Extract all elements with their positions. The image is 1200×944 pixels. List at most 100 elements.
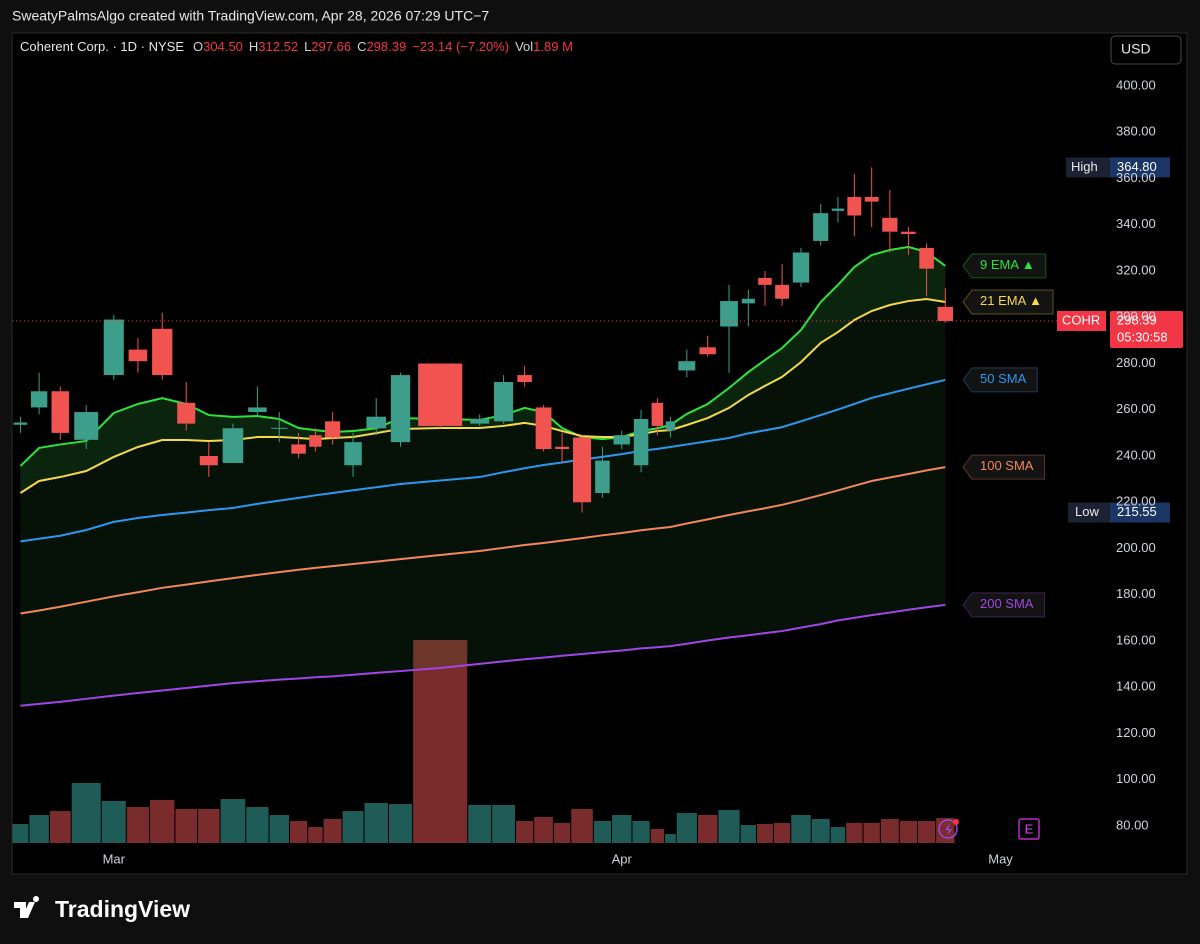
ma-tag: 200 SMA — [962, 592, 1045, 618]
ma-name: 9 EMA — [980, 257, 1019, 272]
candle-body — [152, 328, 173, 376]
ma-tag-label: 200 SMA — [980, 596, 1034, 611]
volume-bar — [571, 808, 593, 843]
ma-marker: ▲ — [1029, 293, 1042, 308]
volume-bar — [289, 820, 308, 843]
countdown: 05:30:58 — [1117, 329, 1168, 344]
y-tick-label: 340.00 — [1116, 216, 1156, 231]
currency-button[interactable] — [1110, 35, 1182, 65]
candle-body — [699, 347, 716, 355]
lightning — [945, 823, 952, 836]
chart-panel — [11, 32, 1188, 875]
alert-dot — [953, 819, 959, 825]
candle-body — [494, 382, 514, 422]
volume-bar — [12, 823, 29, 843]
ma-tag-bg — [962, 253, 1047, 279]
volume-bar — [773, 822, 791, 843]
high-tag-key — [1066, 157, 1110, 178]
candle-body — [128, 349, 148, 362]
y-tick-label: 380.00 — [1116, 124, 1156, 139]
volume-bar — [246, 806, 269, 843]
volume-bar — [323, 818, 342, 843]
volume-bar — [150, 799, 175, 843]
candle-body — [919, 247, 934, 269]
candle-body — [720, 301, 738, 327]
volume-bar — [175, 808, 198, 843]
candle-body — [309, 435, 322, 447]
candle-body — [103, 319, 124, 376]
candle-body — [199, 456, 218, 466]
legend-key: L — [304, 39, 311, 54]
earnings-icon[interactable] — [1018, 818, 1040, 840]
ma-line — [20, 466, 946, 615]
legend-value: 312.52 — [258, 39, 298, 54]
ma-tag: 21 EMA ▲ — [962, 289, 1054, 315]
logo: TradingView — [14, 896, 190, 922]
x-tick-label: Mar — [103, 851, 126, 866]
ma-tag-label: 9 EMA ▲ — [980, 257, 1035, 272]
y-tick-label: 180.00 — [1116, 586, 1156, 601]
candle-body — [222, 428, 244, 463]
candle-body — [291, 444, 306, 454]
candle-body — [271, 427, 288, 429]
candle-body — [51, 391, 70, 433]
volume-bar — [49, 811, 71, 843]
candle-body — [831, 208, 845, 211]
logo-icon — [14, 896, 40, 918]
symbol-tag — [1057, 310, 1106, 331]
candle-body — [758, 277, 772, 285]
volume-bar — [101, 801, 126, 843]
price-tag — [1110, 310, 1183, 348]
ema-fill — [20, 246, 946, 493]
y-tick-label: 260.00 — [1116, 401, 1156, 416]
y-tick-label: 140.00 — [1116, 679, 1156, 694]
candle-body — [595, 460, 610, 493]
candle-body — [344, 442, 362, 466]
legend-key: Vol — [515, 39, 533, 54]
ma-tag: 50 SMA — [962, 367, 1038, 393]
volume-bar — [468, 804, 492, 843]
x-tick-label: Apr — [612, 851, 633, 866]
ma-tag-label: 100 SMA — [980, 459, 1034, 474]
candle-body — [470, 419, 490, 424]
legend-value: 297.66 — [311, 39, 351, 54]
legend-value: 1.89 M — [533, 39, 573, 54]
y-tick-label: 120.00 — [1116, 725, 1156, 740]
legend-value: 304.50 — [203, 39, 243, 54]
volume-bar — [718, 810, 740, 843]
low-value: 215.55 — [1117, 504, 1157, 519]
low-key: Low — [1075, 504, 1099, 519]
candle-body — [30, 391, 48, 408]
ma-marker: ▲ — [1022, 257, 1035, 272]
volume-bar — [757, 823, 773, 843]
high-tag — [1110, 157, 1170, 178]
volume-bar — [71, 782, 101, 843]
volume-bar — [364, 803, 388, 843]
ma-name: 21 EMA — [980, 293, 1027, 308]
y-tick-label: 360.00 — [1116, 170, 1156, 185]
volume-bar — [126, 806, 150, 843]
volume-bar — [515, 820, 534, 843]
candle-body — [678, 361, 696, 371]
candle-body — [813, 213, 829, 241]
volume-bar — [342, 811, 364, 843]
candle-body — [248, 407, 267, 413]
brand: TradingView — [55, 896, 190, 922]
volume-bar — [534, 816, 553, 843]
candle-body — [613, 435, 630, 445]
y-tick-label: 160.00 — [1116, 632, 1156, 647]
ma-tag-label: 50 SMA — [980, 371, 1027, 386]
y-tick-label: 80.00 — [1116, 817, 1149, 832]
y-tick-label: 400.00 — [1116, 77, 1156, 92]
volume-bar — [846, 822, 863, 843]
volume-bar — [593, 820, 612, 843]
price-value: 298.39 — [1117, 312, 1157, 327]
ma-name: 50 SMA — [980, 371, 1027, 386]
candle-body — [665, 421, 676, 431]
candle-body — [864, 197, 879, 202]
candle-body — [366, 416, 387, 429]
y-tick-label: 320.00 — [1116, 262, 1156, 277]
legend-title: Coherent Corp. · 1D · NYSE — [20, 39, 184, 54]
ma-name: 200 SMA — [980, 596, 1034, 611]
dividend-icon[interactable] — [938, 819, 958, 839]
